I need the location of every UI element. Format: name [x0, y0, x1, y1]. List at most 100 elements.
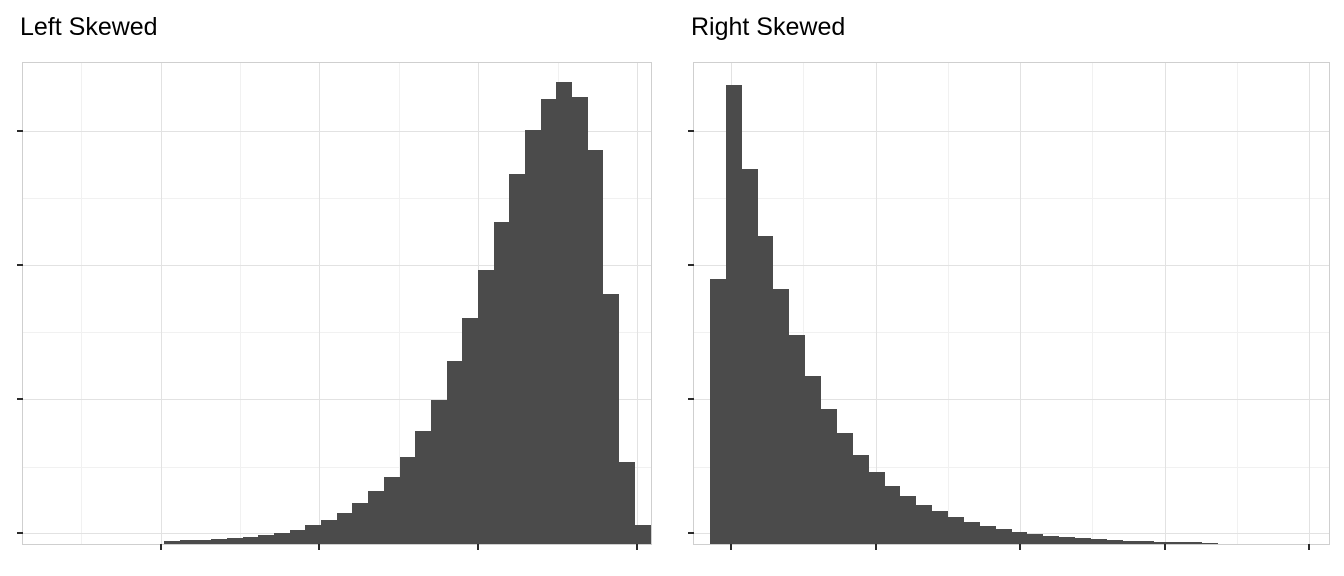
x-axis-tick-mark [477, 544, 480, 550]
x-axis-tick-mark [159, 544, 162, 550]
gridline-minor-vertical [1236, 63, 1238, 544]
histogram-right-skewed [688, 62, 1330, 550]
histogram-bar [789, 334, 806, 544]
gridline-minor-horizontal [694, 466, 1329, 468]
histogram-bars-layer [694, 63, 1329, 544]
histogram-bar [603, 293, 620, 544]
histogram-bar [619, 462, 635, 544]
gridline-minor-horizontal [23, 466, 651, 468]
gridline-minor-horizontal [23, 332, 651, 334]
x-axis-tick-mark [636, 544, 639, 550]
histogram-bar [757, 236, 774, 544]
histogram-bar [368, 491, 384, 544]
histogram-bar [164, 541, 180, 544]
histogram-bar [741, 168, 758, 544]
histogram-bar [916, 504, 933, 544]
histogram-bar [195, 540, 212, 544]
gridline-major-vertical [160, 63, 162, 544]
x-axis-tick-mark [1018, 544, 1021, 550]
histogram-bar [289, 529, 306, 544]
histogram-bar [1202, 542, 1218, 544]
histogram-bar [477, 269, 494, 544]
gridline-minor-horizontal [23, 198, 651, 200]
x-axis-tick-mark [729, 544, 732, 550]
histogram-bar [226, 538, 243, 544]
gridline-minor-horizontal [694, 332, 1329, 334]
gridline-minor-horizontal [694, 198, 1329, 200]
histogram-bar [932, 511, 948, 544]
gridline-major-horizontal [23, 265, 651, 267]
gridline-minor-vertical [81, 63, 83, 544]
x-axis-tick-mark [874, 544, 877, 550]
histogram-bar [1027, 533, 1044, 544]
right-skewed-panel: Right Skewed [688, 8, 1330, 550]
gridline-major-vertical [319, 63, 321, 544]
histogram-bar [336, 512, 353, 544]
histogram-bar [725, 84, 742, 544]
gridline-major-vertical [875, 63, 877, 544]
histogram-bar [1122, 540, 1139, 544]
histogram-bar [868, 471, 885, 544]
histogram-bar [1043, 535, 1060, 544]
histogram-bar [525, 130, 541, 544]
histogram-bar [415, 430, 431, 544]
gridline-minor-vertical [803, 63, 805, 544]
histogram-bar [852, 455, 869, 544]
histogram-bar [773, 289, 790, 544]
histogram-bar [462, 317, 478, 544]
histogram-bar [430, 399, 447, 544]
left-skewed-panel: Left Skewed [17, 8, 652, 550]
gridline-major-vertical [637, 63, 639, 544]
gridline-minor-vertical [1092, 63, 1094, 544]
histogram-bar [352, 503, 369, 544]
histogram-bar [556, 82, 573, 544]
histogram-bar [540, 99, 557, 544]
histogram-bar [509, 173, 525, 544]
x-axis-tick-mark [1163, 544, 1166, 550]
histogram-bar [1106, 540, 1123, 544]
histogram-bar [258, 535, 274, 544]
histogram-bar [900, 495, 917, 544]
chart-title-left-skewed: Left Skewed [20, 13, 158, 41]
histogram-bar [242, 536, 259, 544]
histogram-bar [979, 526, 996, 544]
gridline-minor-vertical [399, 63, 401, 544]
histogram-bar [963, 521, 980, 544]
histogram-bar [1090, 539, 1107, 544]
gridline-major-vertical [1164, 63, 1166, 544]
gridline-major-horizontal [694, 399, 1329, 401]
histogram-bar [274, 533, 290, 544]
gridline-minor-vertical [948, 63, 949, 544]
gridline-major-horizontal [23, 130, 651, 132]
histogram-bars-layer [23, 63, 651, 544]
histogram-bar [305, 524, 322, 544]
histogram-bar [572, 96, 588, 544]
histogram-bar [383, 476, 400, 544]
histogram-bar [321, 519, 337, 544]
histogram-bar [821, 409, 837, 544]
histogram-bar [493, 221, 510, 544]
histogram-bar [634, 524, 651, 544]
histogram-bar [1059, 537, 1075, 544]
x-axis-tick-mark [318, 544, 321, 550]
x-axis-tick-mark [1308, 544, 1311, 550]
chart-title-right-skewed: Right Skewed [691, 13, 846, 41]
histogram-bar [709, 279, 726, 544]
histogram-bar [211, 539, 227, 544]
gridline-minor-vertical [240, 63, 242, 544]
histogram-bar [399, 457, 416, 544]
histogram-bar [805, 375, 821, 544]
histogram-bar [1138, 541, 1155, 544]
gridline-major-vertical [1309, 63, 1311, 544]
histogram-bar [587, 149, 604, 544]
histogram-bar [1075, 538, 1091, 544]
histogram-bar [1186, 542, 1202, 544]
gridline-major-horizontal [694, 130, 1329, 132]
histogram-left-skewed [17, 62, 652, 550]
histogram-bar [1154, 541, 1171, 544]
histogram-bar [446, 361, 463, 544]
histogram-bar [884, 486, 901, 544]
histogram-bar [948, 517, 964, 544]
histogram-bar [1011, 531, 1028, 544]
